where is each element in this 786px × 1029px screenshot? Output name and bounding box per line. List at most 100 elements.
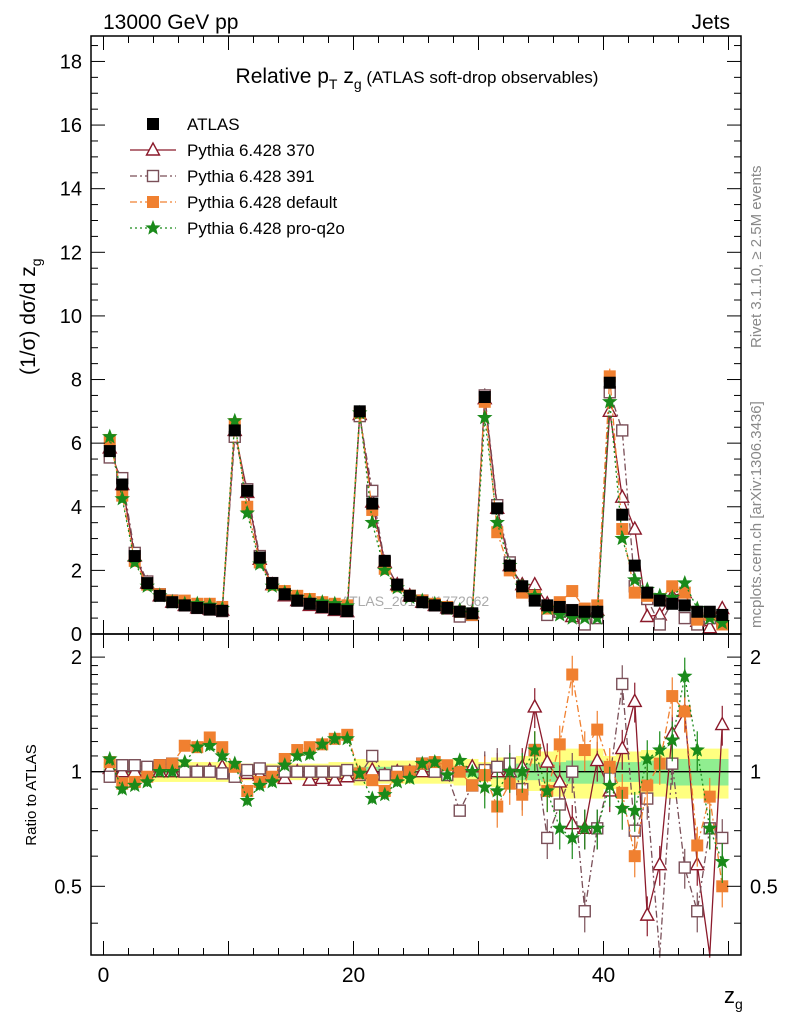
data-point [378, 554, 391, 567]
data-point [328, 603, 341, 616]
data-point [627, 520, 643, 535]
legend-item: Pythia 6.428 391 [130, 167, 315, 186]
data-point [252, 777, 268, 793]
ratio-line [109, 683, 723, 956]
data-point [591, 723, 604, 736]
data-point [139, 773, 155, 789]
data-point [553, 738, 566, 751]
data-point [702, 820, 718, 835]
data-point [602, 777, 618, 793]
data-point [291, 765, 304, 778]
x-tick-label: 0 [98, 964, 110, 987]
data-point [327, 771, 343, 786]
mcplots-label: mcplots.cern.ch [arXiv:1306.3436] [748, 401, 765, 628]
data-point [666, 690, 679, 703]
y-tick-label: 0 [71, 624, 82, 646]
data-point [147, 196, 159, 208]
ratio-frame [90, 633, 742, 956]
data-point [316, 765, 329, 778]
data-point [628, 586, 641, 599]
ratio-y-tick-label: 2 [71, 647, 82, 669]
legend-item: Pythia 6.428 default [130, 193, 338, 212]
data-point [716, 608, 729, 621]
collision-label: 13000 GeV pp [103, 11, 238, 34]
data-point [652, 856, 668, 871]
data-point [514, 763, 530, 779]
data-point [527, 741, 543, 757]
data-point [141, 577, 154, 590]
data-point [639, 906, 655, 921]
ratio-panel: 0 20 40 0.5 0.5 1 1 2 2 [54, 633, 778, 987]
data-point [414, 755, 430, 771]
data-point [627, 802, 643, 818]
legend-label: Pythia 6.428 391 [187, 167, 315, 186]
series-pythia-6-428-default [103, 368, 729, 631]
data-point [128, 550, 141, 563]
data-point [141, 760, 154, 774]
data-point [341, 763, 354, 777]
data-point [491, 502, 504, 515]
legend-item: Pythia 6.428 pro-q2o [130, 219, 345, 238]
data-point [678, 861, 691, 874]
data-point [627, 571, 643, 587]
ratio-y-tick-label-right: 0.5 [750, 876, 778, 898]
data-point [427, 753, 443, 769]
data-point [241, 484, 254, 497]
data-point [566, 585, 579, 598]
data-point [678, 611, 691, 625]
data-point [377, 786, 393, 802]
data-point [589, 752, 605, 767]
data-point [177, 753, 193, 769]
data-point [127, 777, 143, 793]
y-tick-label: 8 [71, 370, 82, 392]
data-point [114, 780, 130, 796]
data-point [153, 589, 166, 602]
data-point [466, 607, 479, 620]
data-point [628, 559, 641, 572]
data-point [278, 588, 291, 601]
data-point [627, 692, 643, 708]
data-point [428, 599, 441, 612]
data-point [466, 779, 479, 792]
data-point [366, 484, 379, 498]
x-tick-label: 20 [342, 964, 365, 987]
x-axis-label: zg [724, 983, 743, 1012]
data-point [116, 759, 129, 772]
data-point [189, 739, 205, 754]
data-point [239, 792, 255, 808]
data-point [527, 698, 543, 713]
data-point [366, 497, 379, 510]
ratio-series-pythia-6-428-pro-q2o [102, 657, 730, 883]
data-point [566, 668, 579, 681]
data-point [628, 850, 641, 863]
data-point [191, 601, 204, 614]
data-point [145, 141, 161, 156]
data-point [577, 820, 593, 835]
y-tick-label: 10 [60, 306, 82, 328]
data-point [128, 759, 141, 772]
data-point [339, 730, 355, 746]
main-panel: 0 2 4 6 8 10 12 14 16 18 [60, 35, 742, 646]
data-point [714, 716, 730, 731]
data-point [652, 606, 668, 621]
data-point [552, 820, 568, 835]
data-point [241, 763, 254, 777]
data-point [402, 770, 418, 785]
data-point [491, 760, 504, 774]
y-tick-label: 6 [71, 433, 82, 455]
data-point [677, 574, 693, 590]
data-point [489, 514, 505, 530]
data-point [639, 608, 655, 623]
data-point [178, 739, 191, 752]
data-point [616, 677, 629, 691]
data-point [114, 490, 130, 506]
data-point [702, 619, 718, 634]
legend-item: Pythia 6.428 370 [130, 141, 315, 160]
y-tick-label: 2 [71, 560, 82, 582]
data-point [291, 594, 304, 607]
data-point [228, 424, 241, 437]
ratio-y-tick-label: 0.5 [54, 876, 82, 898]
data-point [302, 771, 318, 786]
data-point [566, 604, 579, 617]
